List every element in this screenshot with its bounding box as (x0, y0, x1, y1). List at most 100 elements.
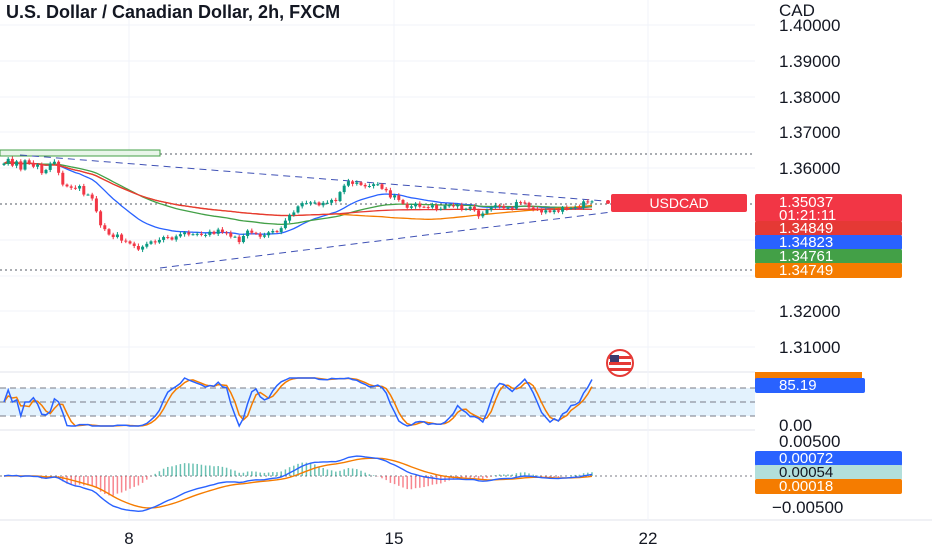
candle-body (283, 220, 287, 229)
ma-red-badge (755, 221, 902, 236)
candle-body (94, 198, 98, 212)
last-price-value: 1.35037 (779, 194, 833, 211)
candle-body (430, 205, 434, 208)
candle-body (208, 231, 212, 235)
candle-body (426, 207, 430, 209)
candle-body (447, 205, 451, 207)
candle-body (338, 192, 342, 202)
candle-body (422, 206, 426, 208)
last-price-badge (755, 194, 902, 222)
candle-body (414, 203, 418, 207)
ma-blue-badge (755, 235, 902, 250)
candle-body (556, 210, 560, 212)
candle-body (334, 199, 338, 202)
price-tick: 1.31000 (779, 338, 840, 357)
candle-body (401, 199, 405, 204)
candle-body (384, 188, 388, 191)
candle-body (275, 230, 279, 233)
candle-body (544, 210, 548, 213)
candle-body (15, 161, 19, 166)
candle-body (149, 241, 153, 244)
candle-body (300, 203, 304, 207)
candle-body (493, 205, 497, 208)
ma-green-value: 1.34761 (779, 248, 833, 265)
candle-body (115, 234, 119, 238)
candle-body (363, 184, 367, 187)
upper-trend-line[interactable] (19, 154, 606, 202)
candle-body (472, 206, 476, 211)
candle-body (359, 182, 363, 185)
price-tick: 1.36000 (779, 159, 840, 178)
candle-body (6, 158, 10, 164)
candle-body (233, 236, 237, 238)
candle-body (128, 241, 132, 244)
candle-body (405, 203, 409, 208)
candle-body (468, 206, 472, 209)
candle-body (506, 207, 510, 209)
macd-bottom-tick: −0.00500 (772, 498, 843, 517)
candle-body (254, 232, 258, 234)
ma-orange-value: 1.34749 (779, 262, 833, 279)
candle-body (498, 205, 502, 207)
candle-body (460, 204, 464, 210)
candle-body (157, 239, 161, 243)
candle-body (27, 160, 31, 163)
candle-body (317, 202, 321, 206)
candle-body (304, 203, 308, 205)
candle-body (69, 186, 73, 188)
candle-body (380, 184, 384, 189)
ma-red-line (3, 160, 593, 217)
stoch-d-badge (755, 372, 862, 380)
price-tick: 1.38000 (779, 88, 840, 107)
candle-body (216, 229, 220, 234)
candle-body (65, 184, 69, 187)
highlight-zone[interactable] (0, 149, 161, 157)
us-flag-icon[interactable] (606, 349, 634, 377)
candle-body (531, 207, 535, 210)
candle-body (141, 246, 145, 250)
candle-body (582, 201, 586, 208)
candle-body (52, 161, 56, 164)
stoch-zero-tick: 0.00 (779, 416, 812, 435)
candle-body (36, 164, 40, 167)
chart-title: U.S. Dollar / Canadian Dollar, 2h, FXCM (6, 2, 340, 22)
candle-body (174, 236, 178, 240)
candle-body (120, 234, 124, 241)
candle-body (435, 205, 439, 209)
time-tick: 22 (639, 529, 658, 548)
candle-body (57, 161, 61, 173)
candle-body (220, 229, 224, 233)
candle-body (565, 207, 569, 209)
candle-body (456, 204, 460, 207)
candle-body (23, 160, 27, 170)
ma-orange-badge (755, 263, 902, 278)
candle-body (262, 235, 266, 237)
candle-body (187, 232, 191, 235)
time-axis[interactable]: 8 15 22 (124, 529, 657, 548)
candle-body (90, 194, 94, 199)
candle-body (296, 206, 300, 213)
candle-body (61, 172, 65, 185)
ma-red-value: 1.34849 (779, 220, 833, 237)
candle-body (439, 208, 443, 210)
candle-body (481, 213, 485, 217)
price-tick: 1.32000 (779, 302, 840, 321)
macd-top-tick: 0.00500 (779, 432, 840, 451)
candle-body (514, 202, 518, 209)
candle-body (73, 187, 77, 189)
lower-trend-line[interactable] (159, 211, 613, 269)
candle-body (2, 163, 6, 165)
candle-body (153, 241, 157, 243)
macd-line (3, 455, 593, 513)
price-axis[interactable]: 1.40000 1.39000 1.38000 1.37000 1.36000 … (779, 16, 840, 357)
candle-body (519, 202, 523, 204)
candle-body (388, 190, 392, 198)
candle-body (225, 232, 229, 234)
candle-body (477, 210, 481, 217)
symbol-badge-label: USDCAD (649, 195, 708, 211)
candle-body (199, 233, 203, 235)
macd-badge (755, 451, 902, 466)
candle-body (569, 207, 573, 209)
